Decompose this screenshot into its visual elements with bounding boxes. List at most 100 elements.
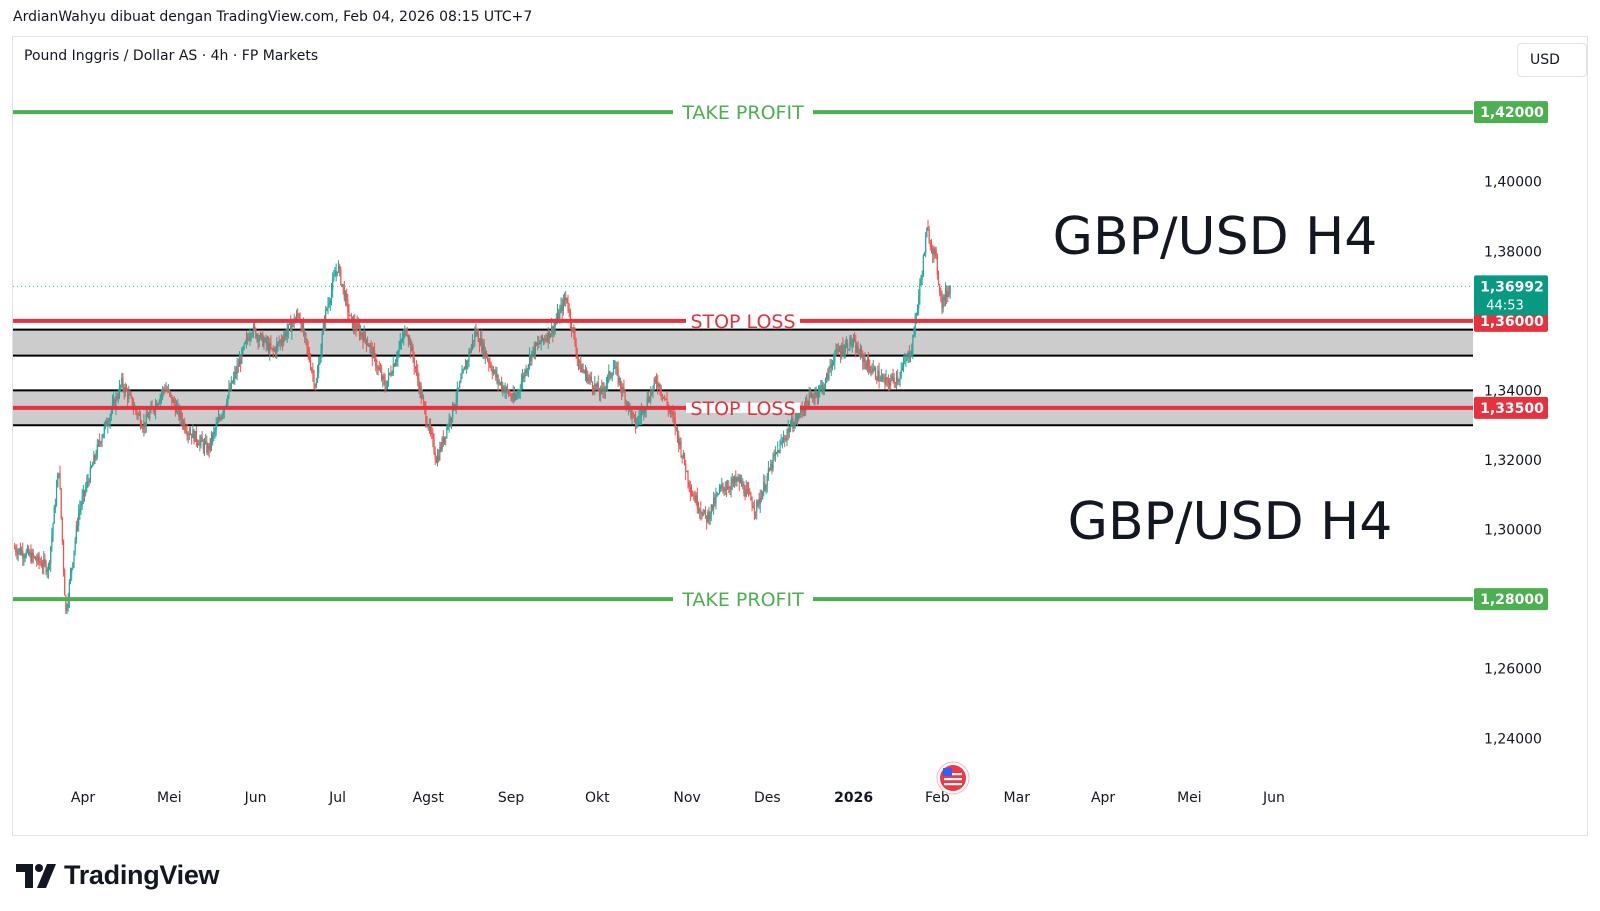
symbol-title[interactable]: Pound Inggris / Dollar AS · 4h · FP Mark… (24, 48, 319, 64)
brand-logo[interactable]: TradingView (16, 860, 220, 891)
candle-body (422, 397, 425, 403)
candle-body (709, 514, 711, 520)
candle-body (79, 508, 81, 513)
x-tick-label-13: Mei (1177, 790, 1202, 806)
candle-body (485, 351, 488, 358)
candle-body (921, 274, 923, 279)
x-tick-label-9: 2026 (834, 790, 873, 806)
candle-body (725, 489, 728, 491)
candle-body (209, 438, 211, 450)
candle-body (55, 487, 58, 505)
candle-body (489, 363, 491, 365)
candle-body (488, 359, 490, 364)
candle-body (421, 397, 423, 399)
candle-body (730, 483, 732, 489)
candle-body (468, 351, 470, 362)
level-price-label-2: 1,33500 (1480, 401, 1544, 417)
candle-body (879, 380, 881, 382)
candle-body (455, 400, 457, 406)
tradingview-logo-icon (16, 863, 56, 888)
candle-body (567, 302, 569, 310)
candle-body (791, 418, 793, 426)
candle-body (200, 437, 202, 441)
candle-body (279, 340, 281, 343)
candle-body (722, 483, 724, 488)
candle-body (847, 342, 849, 350)
candle-body (556, 312, 559, 321)
candle-body (487, 357, 489, 360)
candle-body (428, 424, 430, 429)
candle-body (478, 341, 481, 346)
candle-body (477, 332, 479, 342)
candle-body (672, 411, 674, 416)
candle-body (898, 379, 900, 382)
candle-body (596, 383, 598, 387)
candle-body (701, 513, 703, 516)
us-flag-event-icon[interactable] (936, 761, 970, 795)
candle-body (314, 384, 316, 387)
candle-body (491, 369, 493, 374)
candle-body (774, 452, 776, 456)
candle-body (86, 481, 88, 488)
candle-body (252, 325, 255, 334)
candle-body (52, 523, 54, 536)
candle-body (765, 485, 767, 490)
candle-body (627, 403, 630, 408)
candle-body (813, 397, 815, 400)
candle-body (90, 466, 93, 468)
candle-body (267, 342, 270, 353)
candle-body (541, 335, 543, 340)
y-tick-label-6: 1,24000 (1484, 731, 1542, 747)
level-label-bg-0 (673, 100, 813, 125)
candle-body (286, 331, 288, 337)
candle-body (878, 370, 880, 381)
candle-body (237, 365, 239, 367)
candle-body (577, 357, 580, 363)
level-label-bg-3 (673, 587, 813, 612)
candle-body (747, 489, 750, 493)
candle-body (660, 392, 662, 395)
candle-body (403, 333, 405, 340)
candle-body (29, 552, 31, 555)
candle-body (247, 337, 249, 339)
candle-body (334, 275, 336, 277)
candle-body (406, 334, 408, 337)
candle-body (219, 417, 221, 419)
candle-body (926, 227, 928, 238)
candle-body (655, 380, 658, 384)
candle-body (761, 491, 764, 500)
candle-body (666, 399, 668, 405)
candle-body (104, 420, 107, 426)
candle-body (278, 342, 280, 344)
candle-body (872, 368, 874, 372)
candle-body (828, 366, 830, 380)
candle-body (723, 487, 725, 491)
candle-body (341, 284, 343, 286)
candle-body (913, 334, 915, 337)
candle-body (281, 342, 284, 344)
candle-body (614, 368, 616, 370)
candle-body (936, 256, 938, 275)
candle-body (226, 403, 228, 406)
candle-body (216, 422, 218, 425)
candle-body (438, 456, 440, 460)
candle-body (492, 371, 495, 374)
candle-body (95, 456, 97, 459)
candle-body (601, 387, 603, 389)
candle-body (410, 339, 412, 352)
candle-body (367, 344, 369, 346)
candle-body (53, 507, 55, 524)
candle-body (127, 391, 129, 400)
candle-body (845, 342, 848, 346)
candle-body (47, 564, 49, 571)
candle-body (235, 372, 237, 375)
candle-body (802, 409, 804, 412)
candle-body (72, 562, 74, 569)
candle-body (383, 376, 385, 381)
candle-body (188, 433, 190, 435)
candle-body (623, 386, 625, 393)
currency-button[interactable]: USD (1517, 43, 1587, 77)
candle-body (744, 493, 746, 497)
candle-body (759, 497, 761, 505)
